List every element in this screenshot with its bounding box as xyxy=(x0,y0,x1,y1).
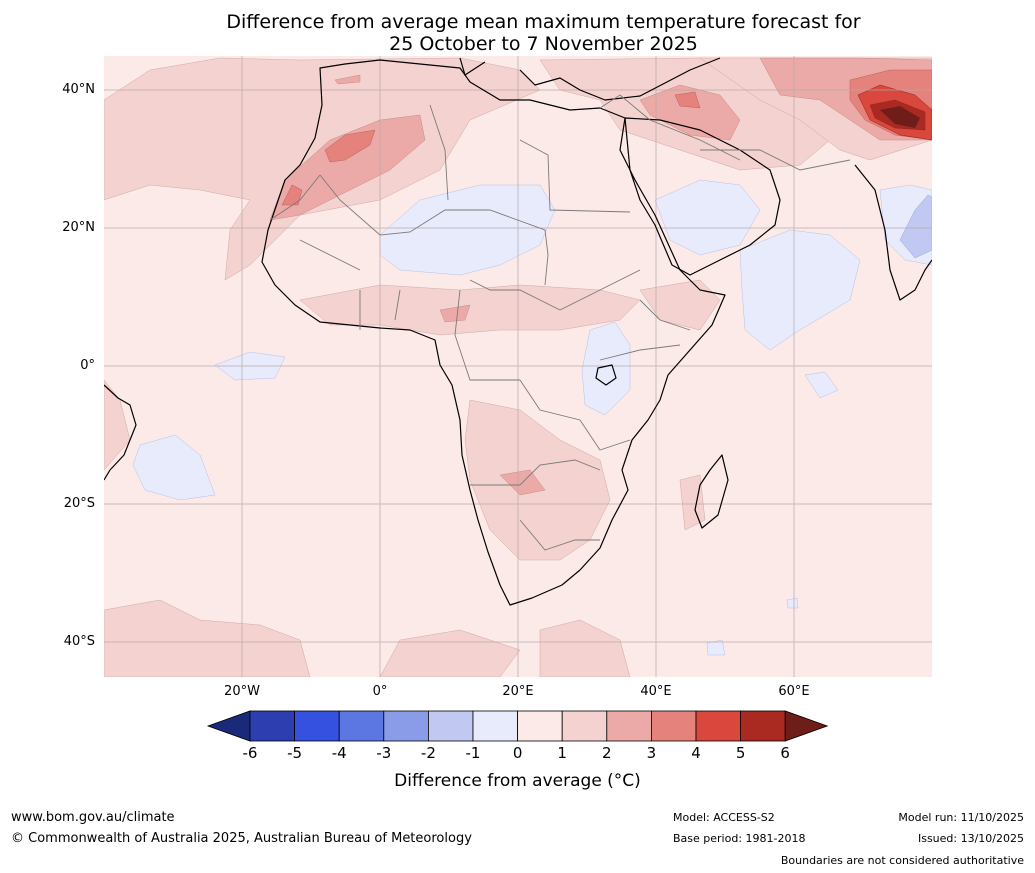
colorbar-tick-label: -4 xyxy=(331,744,347,762)
arabia-coastline xyxy=(624,117,781,276)
coastlines xyxy=(104,57,932,606)
madagascar-coastline xyxy=(694,454,729,529)
footer-issued: Issued: 13/10/2025 xyxy=(917,832,1024,845)
lat-label-20n: 20°N xyxy=(62,220,95,235)
lat-label-40s: 40°S xyxy=(63,634,95,649)
europe-coastline xyxy=(459,57,721,101)
lon-label-40e: 40°E xyxy=(640,684,672,699)
south-america-coastline xyxy=(104,384,137,481)
colorbar-tick-label: -5 xyxy=(287,744,303,762)
africa-coastline xyxy=(261,59,726,606)
lake-victoria xyxy=(595,364,617,386)
colorbar-tick-label: 6 xyxy=(780,744,790,762)
colorbar-tick-label: 1 xyxy=(557,744,567,762)
footer-model-run: Model run: 11/10/2025 xyxy=(898,811,1024,824)
footer-disclaimer: Boundaries are not considered authoritat… xyxy=(780,854,1024,867)
colorbar-tick-label: -6 xyxy=(242,744,258,762)
colorbar-tick-label: 2 xyxy=(602,744,612,762)
anomaly-negative-1-2-region xyxy=(899,194,932,259)
colorbar-tick-label: 5 xyxy=(735,744,746,762)
footer-model: Model: ACCESS-S2 xyxy=(673,811,775,824)
colorbar-tick-label: -1 xyxy=(465,744,481,762)
title-line-1: Difference from average mean maximum tem… xyxy=(226,11,861,33)
title-line-2: 25 October to 7 November 2025 xyxy=(389,33,698,55)
lon-label-60e: 60°E xyxy=(778,684,810,699)
colorbar-tick-label: 4 xyxy=(691,744,701,762)
anomaly-4-6-region xyxy=(857,84,932,141)
colorbar-tick-label: -3 xyxy=(376,744,392,762)
lon-label-20w: 20°W xyxy=(224,684,260,699)
colorbar-tick-label: -2 xyxy=(420,744,436,762)
lat-label-equator: 0° xyxy=(80,358,95,373)
colorbar-tick-label: 3 xyxy=(646,744,657,762)
lon-label-0: 0° xyxy=(372,684,388,699)
lat-label-20s: 20°S xyxy=(63,496,95,511)
lon-label-20e: 20°E xyxy=(502,684,534,699)
footer-website: www.bom.gov.au/climate xyxy=(11,810,175,825)
india-coastline xyxy=(854,164,932,301)
footer-copyright: © Commonwealth of Australia 2025, Austra… xyxy=(11,831,472,846)
colorbar-tick-label: 0 xyxy=(512,744,523,762)
country-borders xyxy=(269,94,851,551)
colorbar-label: Difference from average (°C) xyxy=(394,771,641,791)
lat-label-40n: 40°N xyxy=(62,82,95,97)
footer-base-period: Base period: 1981-2018 xyxy=(673,832,806,845)
graticule xyxy=(104,56,932,677)
anomaly-negative-region xyxy=(132,179,932,656)
map-title: Difference from average mean maximum tem… xyxy=(0,11,1035,55)
